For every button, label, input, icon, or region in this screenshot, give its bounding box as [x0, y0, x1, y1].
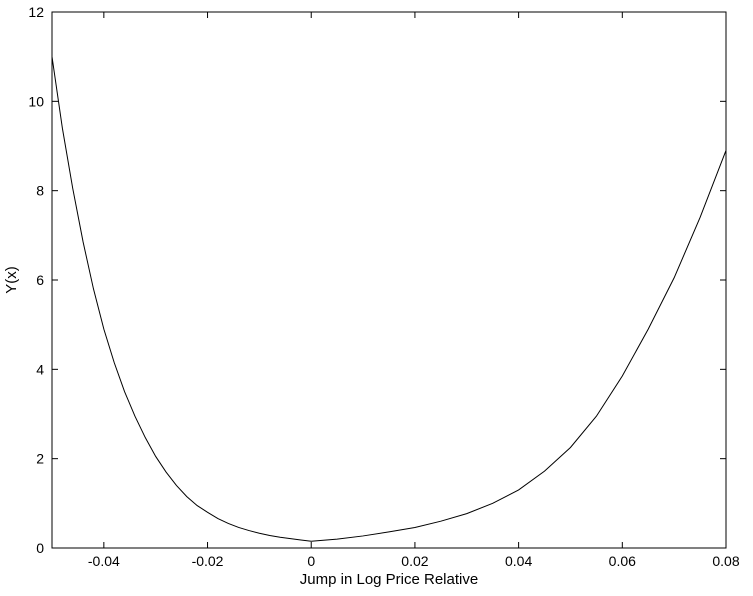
x-tick-label: 0.06	[609, 553, 636, 569]
plot-frame	[51, 11, 727, 549]
y-tick-labels: 0 2 4 6 8 10 12	[28, 4, 44, 556]
y-tick-label: 12	[28, 4, 44, 20]
x-tick-label: 0.08	[712, 553, 739, 569]
x-tick-label: 0	[307, 553, 315, 569]
x-tick-label: 0.02	[401, 553, 428, 569]
y-tick-label: 6	[36, 272, 44, 288]
x-tick-label: -0.02	[192, 553, 224, 569]
y-tick-label: 10	[28, 93, 44, 109]
y-tick-label: 4	[36, 361, 44, 377]
x-tick-labels: -0.04 -0.02 0 0.02 0.04 0.06 0.08	[88, 553, 740, 569]
plot-background	[52, 12, 726, 548]
x-tick-label: -0.04	[88, 553, 120, 569]
y-tick-label: 0	[36, 540, 44, 556]
series-line	[51, 56, 727, 542]
y-axis-label: Y(x)	[3, 266, 20, 294]
x-axis-label: Jump in Log Price Relative	[300, 571, 478, 588]
y-tick-label: 2	[36, 451, 44, 467]
x-tick-label: 0.04	[505, 553, 532, 569]
y-tick-label: 8	[36, 183, 44, 199]
